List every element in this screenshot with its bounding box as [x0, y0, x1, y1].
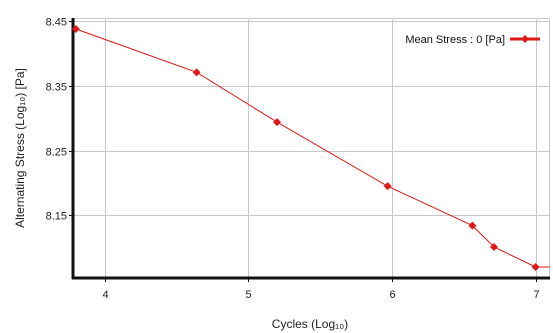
data-point-marker — [192, 68, 201, 77]
tick-labels: 4 5 6 7 8.15 8.25 8.35 8.45 — [46, 17, 540, 302]
x-tick-label: 7 — [533, 289, 539, 301]
data-point-marker — [71, 24, 80, 33]
x-tick-label: 5 — [245, 289, 251, 301]
data-point-marker — [383, 182, 392, 191]
x-tick-label: 6 — [389, 289, 395, 301]
data-point-marker — [468, 221, 477, 230]
legend-label: Mean Stress : 0 [Pa] — [405, 34, 505, 46]
y-tick-label: 8.25 — [46, 147, 67, 159]
legend-marker — [521, 35, 529, 43]
series-group — [71, 24, 550, 272]
x-tick-label: 4 — [102, 289, 108, 301]
axes — [69, 18, 550, 282]
plot-area — [73, 18, 550, 278]
x-axis-title: Cycles (Log₁₀) — [272, 317, 348, 331]
data-point-marker — [489, 242, 498, 251]
y-tick-label: 8.45 — [46, 17, 67, 29]
y-tick-label: 8.35 — [46, 82, 67, 94]
grid — [73, 18, 550, 278]
data-point-marker — [273, 118, 282, 127]
legend: Mean Stress : 0 [Pa] — [405, 34, 540, 46]
y-axis-title: Alternating Stress (Log₁₀) [Pa] — [13, 68, 27, 228]
y-tick-label: 8.15 — [46, 211, 67, 223]
